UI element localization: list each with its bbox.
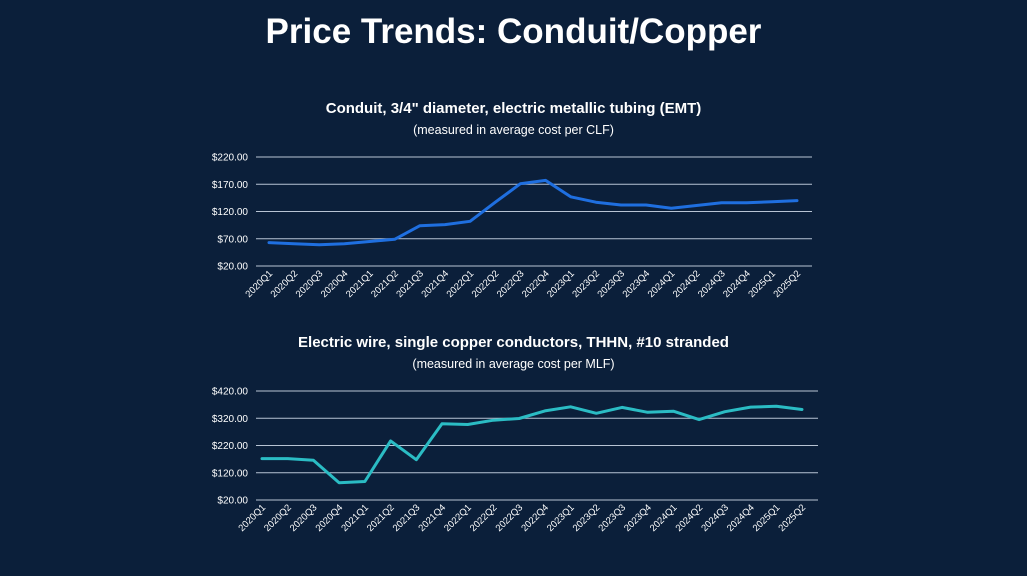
wire-chart-subtitle: (measured in average cost per MLF) bbox=[412, 357, 615, 371]
conduit-y-tick-label: $170.00 bbox=[212, 180, 249, 191]
wire-x-tick-label: 2024Q2 bbox=[674, 502, 706, 534]
conduit-chart-title: Conduit, 3/4" diameter, electric metalli… bbox=[325, 100, 702, 117]
wire-x-tick-label: 2025Q1 bbox=[751, 502, 783, 534]
wire-series-line bbox=[260, 404, 804, 485]
wire-x-tick-label: 2022Q4 bbox=[519, 502, 551, 534]
wire-x-tick-label: 2020Q1 bbox=[236, 502, 268, 534]
wire-x-tick-label: 2021Q1 bbox=[339, 502, 371, 534]
wire-y-tick-label: $420.00 bbox=[212, 387, 249, 398]
wire-y-tick-label: $220.00 bbox=[212, 441, 249, 452]
wire-x-tick-label: 2024Q1 bbox=[648, 502, 680, 534]
wire-x-tick-label: 2021Q3 bbox=[391, 502, 423, 534]
wire-x-tick-label: 2024Q3 bbox=[699, 502, 731, 534]
wire-y-tick-label: $20.00 bbox=[217, 496, 248, 507]
wire-x-tick-label: 2020Q3 bbox=[288, 502, 320, 534]
wire-x-tick-label: 2021Q2 bbox=[365, 502, 397, 534]
wire-x-tick-label: 2022Q2 bbox=[468, 502, 500, 534]
conduit-y-tick-label: $70.00 bbox=[217, 234, 248, 245]
wire-x-tick-label: 2023Q4 bbox=[622, 502, 654, 534]
wire-x-tick-label: 2024Q4 bbox=[725, 502, 757, 534]
conduit-y-tick-label: $120.00 bbox=[212, 207, 249, 218]
wire-x-tick-label: 2023Q1 bbox=[545, 502, 577, 534]
conduit-chart-subtitle: (measured in average cost per CLF) bbox=[413, 123, 614, 137]
wire-x-tick-label: 2020Q4 bbox=[314, 502, 346, 534]
slide-title: Price Trends: Conduit/Copper bbox=[265, 12, 762, 51]
wire-y-tick-label: $120.00 bbox=[212, 468, 249, 479]
conduit-y-tick-label: $20.00 bbox=[217, 262, 248, 273]
wire-chart-title: Electric wire, single copper conductors,… bbox=[298, 334, 729, 351]
wire-x-tick-label: 2021Q4 bbox=[416, 502, 448, 534]
wire-y-tick-label: $320.00 bbox=[212, 414, 249, 425]
wire-x-tick-label: 2025Q2 bbox=[776, 502, 808, 534]
wire-x-tick-label: 2023Q3 bbox=[596, 502, 628, 534]
wire-x-tick-label: 2020Q2 bbox=[262, 502, 294, 534]
conduit-series-line bbox=[267, 178, 799, 247]
wire-x-tick-label: 2022Q1 bbox=[442, 502, 474, 534]
wire-x-tick-label: 2022Q3 bbox=[494, 502, 526, 534]
wire-x-tick-label: 2023Q2 bbox=[571, 502, 603, 534]
conduit-y-tick-label: $220.00 bbox=[212, 153, 249, 164]
